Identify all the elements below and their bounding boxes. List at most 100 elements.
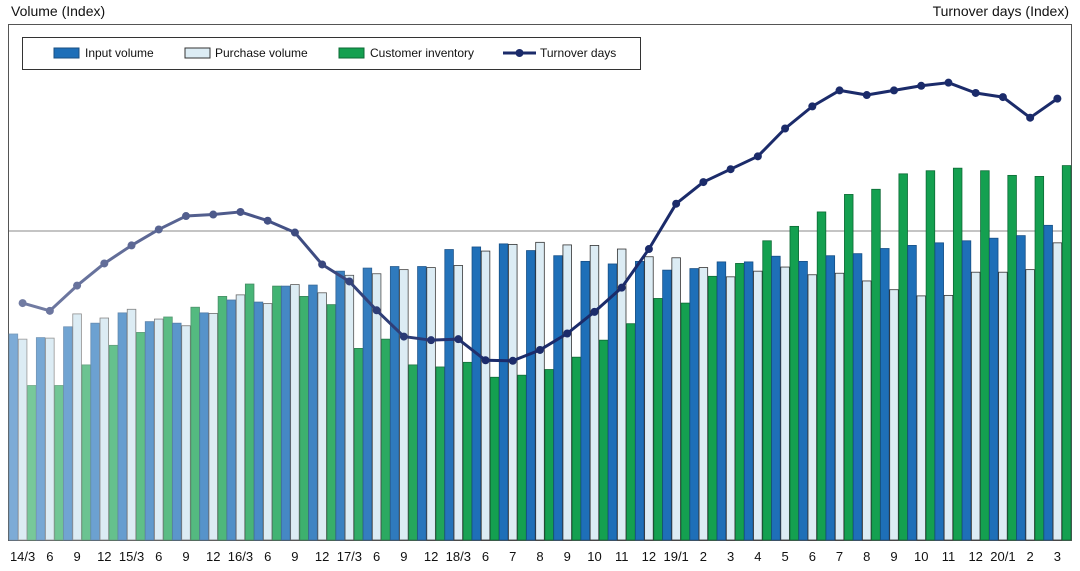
turnover-days-line-segment [810,88,842,108]
x-tick-label: 2 [700,549,707,564]
bars-layer [8,165,1072,541]
x-tick-label: 12 [642,549,656,564]
bar-customer-inventory [462,361,473,541]
bar-customer-inventory [1007,174,1017,541]
turnover-days-point [808,102,817,111]
bar-input-volume [607,263,618,541]
bar-purchase-volume [943,294,954,541]
turnover-days-line-segment [75,261,106,288]
x-tick-label: 12 [206,549,220,564]
bar-customer-inventory [789,225,799,541]
bar-customer-inventory [272,285,282,541]
turnover-days-point [971,88,980,97]
bar-purchase-volume [344,274,355,541]
x-tick-label: 9 [73,549,80,564]
bar-customer-inventory [244,283,255,541]
bar-purchase-volume [17,338,28,541]
turnover-days-line-segment [157,214,188,231]
turnover-days-line-segment [892,84,923,92]
bar-input-volume [798,260,808,541]
bar-input-volume [362,267,373,541]
turnover-days-point [73,281,82,290]
bar-purchase-volume [290,284,300,541]
left-axis-title: Volume (Index) [11,3,106,19]
bar-input-volume [8,333,19,541]
turnover-days-point [536,345,544,354]
turnover-days-point [1026,113,1035,122]
bar-purchase-volume [562,244,572,541]
turnover-days-point [154,225,163,234]
legend-label-turnover-days: Turnover days [540,46,616,60]
bar-input-volume [444,249,454,541]
bar-purchase-volume [780,266,790,541]
turnover-days-point [127,241,136,250]
x-tick-label: 15/3 [119,549,144,564]
bar-input-volume [1043,224,1053,541]
turnover-days-point [18,299,27,308]
bar-customer-inventory [707,275,718,541]
turnover-days-line-segment [838,88,869,97]
bar-purchase-volume [508,243,518,541]
turnover-days-point [182,212,190,221]
legend-box [22,37,641,70]
turnover-days-line-segment [729,154,760,171]
bar-customer-inventory [54,385,64,541]
turnover-days-point [427,336,436,345]
bar-input-volume [852,253,863,541]
turnover-days-point [209,210,218,219]
bar-purchase-volume [371,273,382,541]
bar-input-volume [172,322,182,541]
bar-purchase-volume [99,317,110,541]
bar-purchase-volume [208,312,218,541]
turnover-days-line-segment [1028,97,1059,120]
bar-input-volume [335,270,345,541]
bar-purchase-volume [235,294,246,541]
bar-input-volume [743,261,754,541]
bar-purchase-volume [916,295,926,541]
bar-purchase-volume [725,276,736,541]
turnover-days-line-segment [48,284,79,313]
bar-input-volume [825,255,836,541]
bar-purchase-volume [644,256,654,541]
x-tick-label: 7 [836,549,843,564]
bar-purchase-volume [970,271,981,541]
bar-customer-inventory [299,295,309,541]
turnover-days-point [699,178,708,187]
x-tick-label: 2 [1027,549,1034,564]
bar-input-volume [308,284,318,541]
bar-input-volume [253,301,264,541]
legend-label-input-volume: Input volume [85,46,154,60]
bar-purchase-volume [1052,242,1063,541]
x-tick-label: 3 [727,549,734,564]
x-tick-label: 9 [564,549,571,564]
turnover-days-line-segment [674,180,705,206]
bar-purchase-volume [589,245,600,541]
bar-input-volume [389,266,400,541]
turnover-days-point [345,277,354,286]
bar-purchase-volume [1025,269,1035,541]
bar-input-volume [934,242,944,541]
bar-customer-inventory [490,376,500,541]
turnover-days-line-segment [647,202,678,251]
turnover-days-line-segment [347,279,379,312]
bar-purchase-volume [426,267,436,541]
turnover-days-line-segment [211,210,242,217]
bar-customer-inventory [626,323,636,541]
bar-input-volume [716,261,727,541]
x-tick-label: 4 [754,549,761,564]
bar-customer-inventory [544,369,554,541]
x-tick-label: 7 [509,549,516,564]
turnover-days-line-segment [565,310,596,335]
bar-customer-inventory [108,344,119,541]
turnover-days-line-segment [293,231,324,266]
bar-input-volume [771,255,781,541]
bar-customer-inventory [81,364,91,541]
bar-customer-inventory [1061,165,1072,541]
x-tick-label: 9 [182,549,189,564]
bar-input-volume [635,260,645,541]
bar-customer-inventory [925,170,936,541]
bar-customer-inventory [381,338,391,541]
bar-purchase-volume [834,272,845,541]
turnover-days-point [944,78,953,87]
